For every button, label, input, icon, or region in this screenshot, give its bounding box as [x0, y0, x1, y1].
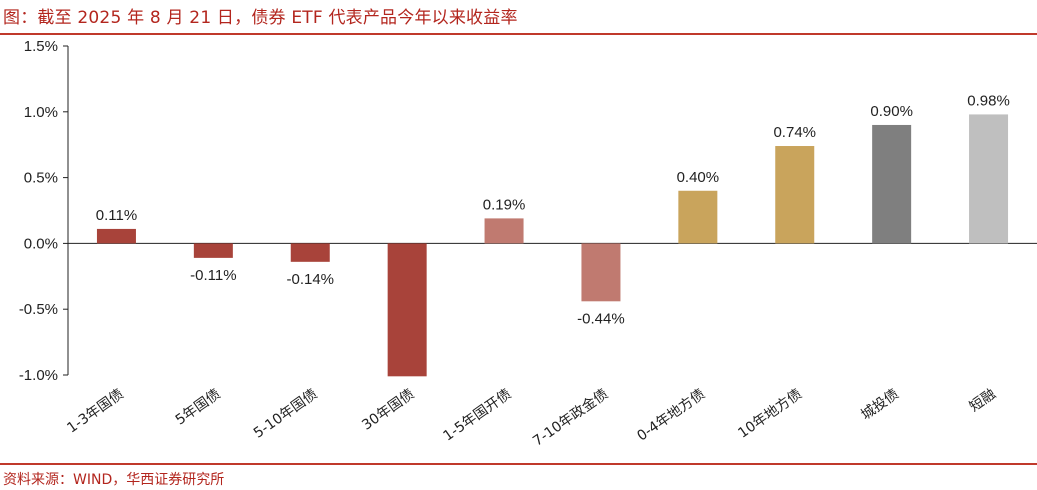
category-label: 7-10年政金债 [530, 386, 611, 449]
data-label: -0.11% [190, 267, 236, 284]
bar [775, 146, 815, 244]
y-tick-label: -1.0% [19, 367, 58, 384]
category-label: 1-3年国债 [64, 386, 126, 436]
category-label: 1-5年国开债 [441, 386, 515, 444]
category-label: 0-4年地方债 [634, 386, 708, 444]
data-label: -0.14% [286, 271, 334, 288]
data-label: -0.44% [577, 310, 625, 327]
category-label: 短融 [967, 386, 999, 415]
y-tick-label: 1.5% [24, 38, 58, 55]
bar [678, 190, 718, 244]
category-label: 10年地方债 [735, 386, 805, 441]
bottom-rule [0, 463, 1037, 465]
bar [872, 124, 912, 244]
bar [484, 218, 524, 244]
data-label: 0.90% [870, 103, 913, 120]
bar [96, 228, 136, 244]
data-label: 0.19% [483, 196, 526, 213]
chart-title: 图：截至 2025 年 8 月 21 日，债券 ETF 代表产品今年以来收益率 [3, 8, 518, 28]
bar [969, 114, 1009, 244]
bar [290, 243, 330, 262]
top-rule [0, 33, 1037, 35]
y-tick-label: 1.0% [24, 104, 58, 121]
data-label: 0.11% [96, 207, 137, 224]
y-tick-label: 0.0% [24, 235, 58, 252]
y-tick-label: 0.5% [24, 170, 58, 187]
category-label: 城投债 [858, 386, 902, 423]
category-label: 5-10年国债 [251, 386, 321, 441]
y-tick-label: -0.5% [19, 301, 58, 318]
bar [193, 243, 233, 258]
source-note: 资料来源：WIND，华西证券研究所 [3, 472, 225, 488]
data-label: 0.40% [677, 169, 720, 186]
data-label: 0.74% [773, 124, 816, 141]
bar [387, 243, 427, 377]
data-label: 0.98% [967, 92, 1010, 109]
category-label: 30年国债 [359, 386, 417, 433]
bar [581, 243, 621, 302]
category-label: 5年国债 [173, 386, 224, 428]
